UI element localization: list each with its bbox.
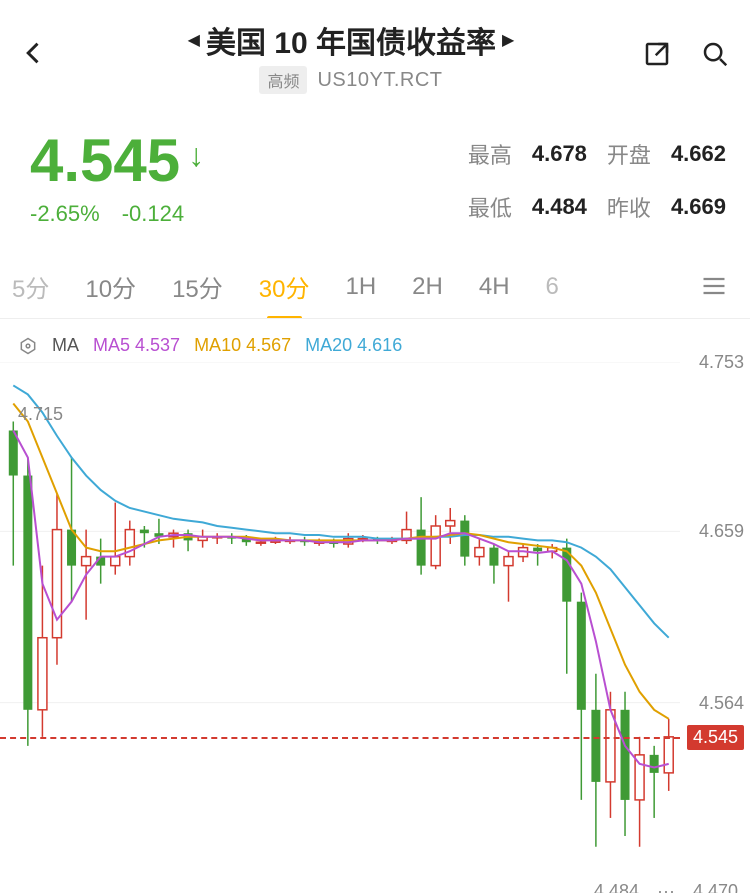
chart-dots: ··· (657, 881, 675, 893)
chart-area[interactable]: 4.753 4.659 4.564 4.545 4.715 4.484 ··· … (0, 362, 750, 893)
low-label: 最低 (468, 191, 512, 223)
back-button[interactable] (20, 37, 60, 76)
instrument-title: 美国 10 年国债收益率 (206, 18, 496, 62)
title-block: ◀ 美国 10 年国债收益率 ▶ 高频 US10YT.RCT (60, 18, 642, 94)
ma10-value: MA10 4.567 (194, 335, 291, 356)
ma-label: MA (52, 335, 79, 356)
share-icon[interactable] (642, 39, 672, 74)
quote-stats: 最高 4.678 开盘 4.662 最低 4.484 昨收 4.669 (468, 126, 726, 227)
interval-tab-5分[interactable]: 5分 (8, 259, 53, 318)
pct-change: -2.65% (30, 201, 100, 227)
abs-change: -0.124 (122, 201, 184, 227)
ticker-code: US10YT.RCT (317, 69, 442, 92)
interval-tab-6[interactable]: 6 (542, 263, 563, 315)
frequency-badge: 高频 (259, 66, 307, 94)
interval-tabs: 5分 10分 15分 30分 1H 2H 4H 6 (0, 251, 750, 319)
chart-bottom-values: 4.484 ··· 4.470 (0, 881, 750, 893)
prev-close-label: 昨收 (607, 191, 651, 223)
ma20-value: MA20 4.616 (305, 335, 402, 356)
quote-panel: 4.545 ↓ -2.65% -0.124 最高 4.678 开盘 4.662 … (0, 98, 750, 251)
open-value: 4.662 (671, 141, 726, 167)
y-tick-mid: 4.659 (699, 521, 744, 542)
high-value: 4.678 (532, 141, 587, 167)
current-price-line (0, 737, 680, 739)
ma-indicator-row: MA MA5 4.537 MA10 4.567 MA20 4.616 (0, 319, 750, 362)
direction-arrow-icon: ↓ (188, 139, 204, 171)
last-price: 4.545 (30, 126, 180, 195)
interval-tab-30分[interactable]: 30分 (255, 259, 314, 318)
interval-tab-2H[interactable]: 2H (408, 263, 447, 315)
next-instrument-arrow[interactable]: ▶ (502, 30, 514, 50)
y-tick-bot: 4.564 (699, 693, 744, 714)
prev-close-value: 4.669 (671, 194, 726, 220)
current-price-tag: 4.545 (687, 725, 744, 750)
more-intervals-icon[interactable] (678, 272, 750, 305)
y-tick-top: 4.753 (699, 352, 744, 373)
prev-instrument-arrow[interactable]: ◀ (188, 30, 200, 50)
search-icon[interactable] (700, 39, 730, 74)
interval-tab-4H[interactable]: 4H (475, 263, 514, 315)
candlestick-chart (0, 362, 680, 893)
interval-tab-10分[interactable]: 10分 (81, 259, 140, 318)
open-label: 开盘 (607, 138, 651, 170)
interval-tab-15分[interactable]: 15分 (168, 259, 227, 318)
ma5-value: MA5 4.537 (93, 335, 180, 356)
interval-tab-1H[interactable]: 1H (341, 263, 380, 315)
header-bar: ◀ 美国 10 年国债收益率 ▶ 高频 US10YT.RCT (0, 0, 750, 98)
low-value: 4.484 (532, 194, 587, 220)
ma-settings-icon[interactable] (18, 336, 38, 356)
chart-low-label: 4.484 (594, 881, 639, 893)
y-ref-label: 4.715 (18, 404, 63, 425)
high-label: 最高 (468, 138, 512, 170)
chart-right-low: 4.470 (693, 881, 738, 893)
y-axis-labels: 4.753 4.659 4.564 4.545 (674, 362, 744, 893)
